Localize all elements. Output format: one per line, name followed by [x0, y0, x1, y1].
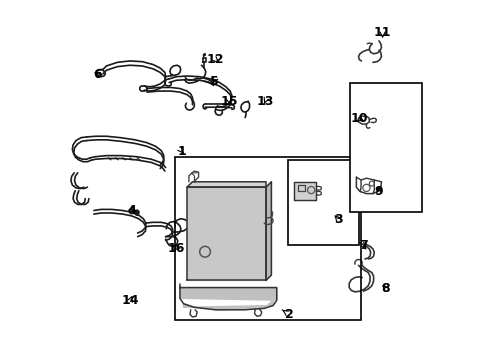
Text: 14: 14 [122, 294, 139, 307]
Polygon shape [293, 182, 316, 200]
Polygon shape [265, 182, 271, 280]
Text: 2: 2 [282, 308, 293, 321]
Text: 5: 5 [209, 75, 218, 87]
Circle shape [135, 210, 139, 215]
Text: 6: 6 [93, 68, 102, 81]
Text: 12: 12 [206, 53, 224, 66]
Text: 1: 1 [177, 145, 186, 158]
Text: 13: 13 [256, 95, 273, 108]
Polygon shape [180, 288, 276, 300]
Bar [349, 83, 421, 212]
Text: 15: 15 [220, 95, 238, 108]
Text: 3: 3 [333, 213, 342, 226]
Polygon shape [187, 187, 265, 280]
Bar [174, 157, 360, 320]
Text: 10: 10 [350, 112, 367, 125]
Text: 7: 7 [359, 239, 367, 252]
Text: 9: 9 [374, 185, 383, 198]
Text: 16: 16 [167, 242, 184, 255]
Text: 8: 8 [380, 282, 389, 295]
Text: 4: 4 [127, 204, 136, 217]
Polygon shape [187, 182, 265, 187]
Bar [287, 160, 359, 244]
Polygon shape [183, 300, 273, 310]
Text: 11: 11 [373, 27, 390, 40]
